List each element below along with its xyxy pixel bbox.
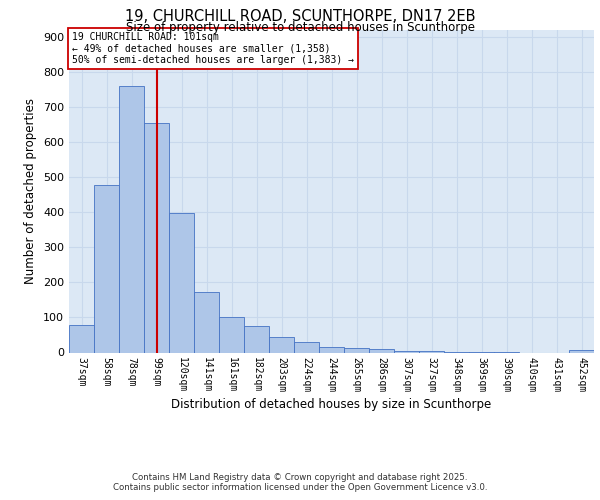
Bar xyxy=(319,347,344,352)
Text: Contains HM Land Registry data © Crown copyright and database right 2025.: Contains HM Land Registry data © Crown c… xyxy=(132,472,468,482)
Bar xyxy=(219,317,244,352)
Text: Size of property relative to detached houses in Scunthorpe: Size of property relative to detached ho… xyxy=(125,21,475,34)
X-axis label: Distribution of detached houses by size in Scunthorpe: Distribution of detached houses by size … xyxy=(172,398,491,411)
Bar xyxy=(119,86,144,352)
Text: 19, CHURCHILL ROAD, SCUNTHORPE, DN17 2EB: 19, CHURCHILL ROAD, SCUNTHORPE, DN17 2EB xyxy=(125,9,475,24)
Text: 19 CHURCHILL ROAD: 101sqm
← 49% of detached houses are smaller (1,358)
50% of se: 19 CHURCHILL ROAD: 101sqm ← 49% of detac… xyxy=(71,32,353,65)
Bar xyxy=(394,351,419,352)
Bar xyxy=(144,123,169,352)
Bar xyxy=(569,350,594,352)
Bar xyxy=(69,325,94,352)
Bar xyxy=(169,214,194,352)
Bar xyxy=(294,342,319,352)
Bar xyxy=(369,350,394,352)
Text: Contains public sector information licensed under the Open Government Licence v3: Contains public sector information licen… xyxy=(113,484,487,492)
Bar xyxy=(269,336,294,352)
Bar xyxy=(194,292,219,352)
Bar xyxy=(94,186,119,352)
Y-axis label: Number of detached properties: Number of detached properties xyxy=(25,98,37,284)
Bar xyxy=(244,326,269,352)
Bar xyxy=(344,348,369,352)
